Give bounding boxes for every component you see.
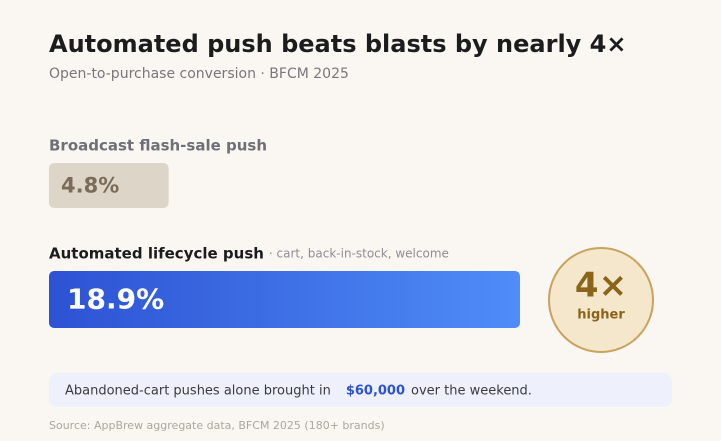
callout-box [49, 373, 672, 407]
category-note: · cart, back-in-stock, welcome [269, 247, 449, 261]
badge-label: higher [577, 308, 625, 323]
bar [49, 163, 169, 208]
badge-value: 4× [575, 266, 627, 306]
callout-text: over the weekend. [411, 384, 532, 399]
category-label: Automated lifecycle push [49, 245, 264, 263]
callout-text: Abandoned-cart pushes alone brought in [65, 384, 331, 399]
source: Source: AppBrew aggregate data, BFCM 202… [49, 419, 385, 432]
value-label: 4.8% [61, 174, 119, 198]
badge [548, 247, 654, 353]
subtitle: Open-to-purchase conversion · BFCM 2025 [49, 66, 349, 82]
chart-title: Automated push beats blasts by nearly 4× [49, 30, 626, 58]
callout-highlight: $60,000 [346, 384, 405, 399]
value-label: 18.9% [67, 283, 164, 316]
category-label: Broadcast flash-sale push [49, 137, 267, 155]
bar [49, 271, 520, 328]
